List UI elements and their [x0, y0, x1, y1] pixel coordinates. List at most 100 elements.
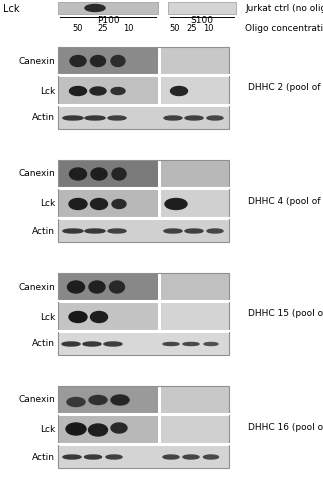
- Text: Actin: Actin: [32, 226, 55, 235]
- Text: 25: 25: [186, 24, 197, 33]
- Ellipse shape: [106, 455, 122, 459]
- Ellipse shape: [165, 198, 187, 209]
- Ellipse shape: [63, 116, 83, 120]
- Bar: [58, 386, 229, 468]
- Ellipse shape: [104, 342, 122, 346]
- Ellipse shape: [69, 86, 87, 96]
- Text: Oligo concentration (nM): Oligo concentration (nM): [245, 24, 323, 33]
- Ellipse shape: [112, 168, 126, 180]
- Text: 10: 10: [123, 24, 133, 33]
- Text: 50: 50: [169, 24, 180, 33]
- Bar: [158, 303, 161, 331]
- Ellipse shape: [112, 200, 126, 208]
- Ellipse shape: [68, 281, 85, 293]
- Text: DHHC 15 (pool of four): DHHC 15 (pool of four): [248, 310, 323, 318]
- Bar: [58, 273, 229, 355]
- Ellipse shape: [62, 342, 80, 346]
- Ellipse shape: [111, 423, 127, 433]
- Ellipse shape: [163, 455, 179, 459]
- Bar: [58, 107, 229, 129]
- Bar: [58, 416, 158, 444]
- Bar: [58, 160, 229, 242]
- Text: 25: 25: [98, 24, 108, 33]
- Ellipse shape: [111, 88, 125, 94]
- Ellipse shape: [111, 56, 125, 66]
- Text: Lck: Lck: [40, 426, 55, 434]
- Text: Lck: Lck: [40, 86, 55, 96]
- Bar: [58, 160, 158, 188]
- Ellipse shape: [83, 342, 101, 346]
- Text: Jurkat ctrl (no oligo): Jurkat ctrl (no oligo): [245, 4, 323, 13]
- Ellipse shape: [63, 455, 81, 459]
- Ellipse shape: [90, 198, 108, 209]
- Text: Lck: Lck: [40, 312, 55, 322]
- Ellipse shape: [108, 116, 126, 120]
- Text: Canexin: Canexin: [18, 282, 55, 292]
- Ellipse shape: [111, 395, 129, 405]
- Bar: [58, 2, 158, 14]
- Text: Canexin: Canexin: [18, 170, 55, 178]
- Ellipse shape: [109, 281, 124, 293]
- Text: Canexin: Canexin: [18, 396, 55, 404]
- Text: DHHC 2 (pool of four): DHHC 2 (pool of four): [248, 84, 323, 92]
- Text: 10: 10: [203, 24, 214, 33]
- Ellipse shape: [85, 229, 105, 233]
- Bar: [158, 386, 161, 414]
- Text: S100: S100: [191, 16, 214, 25]
- Text: 50: 50: [73, 24, 83, 33]
- Bar: [161, 303, 229, 331]
- Bar: [161, 273, 229, 301]
- Bar: [158, 77, 161, 105]
- Bar: [58, 190, 158, 218]
- Text: DHHC 16 (pool of four): DHHC 16 (pool of four): [248, 422, 323, 432]
- Ellipse shape: [183, 455, 199, 459]
- Ellipse shape: [183, 342, 199, 345]
- Ellipse shape: [90, 312, 108, 322]
- Ellipse shape: [89, 424, 108, 436]
- Bar: [58, 446, 229, 468]
- Ellipse shape: [69, 312, 87, 322]
- Ellipse shape: [164, 116, 182, 120]
- Bar: [161, 416, 229, 444]
- Bar: [161, 77, 229, 105]
- Bar: [58, 333, 229, 355]
- Ellipse shape: [204, 342, 218, 345]
- Ellipse shape: [69, 198, 87, 209]
- Ellipse shape: [89, 281, 105, 293]
- Ellipse shape: [85, 455, 101, 459]
- Text: Actin: Actin: [32, 114, 55, 122]
- Bar: [161, 190, 229, 218]
- Ellipse shape: [63, 229, 83, 233]
- Bar: [58, 47, 158, 75]
- Bar: [158, 416, 161, 444]
- Text: Actin: Actin: [32, 452, 55, 462]
- Ellipse shape: [207, 229, 223, 233]
- Bar: [158, 190, 161, 218]
- Ellipse shape: [164, 229, 182, 233]
- Text: Canexin: Canexin: [18, 56, 55, 66]
- Ellipse shape: [207, 116, 223, 120]
- Ellipse shape: [85, 116, 105, 120]
- Bar: [58, 47, 229, 129]
- Bar: [58, 303, 158, 331]
- Ellipse shape: [90, 87, 106, 95]
- Ellipse shape: [70, 56, 86, 66]
- Ellipse shape: [66, 423, 86, 435]
- Ellipse shape: [185, 116, 203, 120]
- Bar: [158, 273, 161, 301]
- Bar: [58, 77, 158, 105]
- Ellipse shape: [85, 4, 105, 12]
- Ellipse shape: [67, 398, 85, 406]
- Bar: [58, 273, 158, 301]
- Bar: [168, 2, 236, 14]
- Text: P100: P100: [97, 16, 119, 25]
- Ellipse shape: [203, 455, 218, 459]
- Text: Actin: Actin: [32, 340, 55, 348]
- Bar: [158, 47, 161, 75]
- Bar: [158, 160, 161, 188]
- Bar: [58, 386, 158, 414]
- Ellipse shape: [69, 168, 87, 180]
- Text: Lck: Lck: [3, 4, 19, 14]
- Ellipse shape: [163, 342, 179, 345]
- Ellipse shape: [90, 56, 106, 66]
